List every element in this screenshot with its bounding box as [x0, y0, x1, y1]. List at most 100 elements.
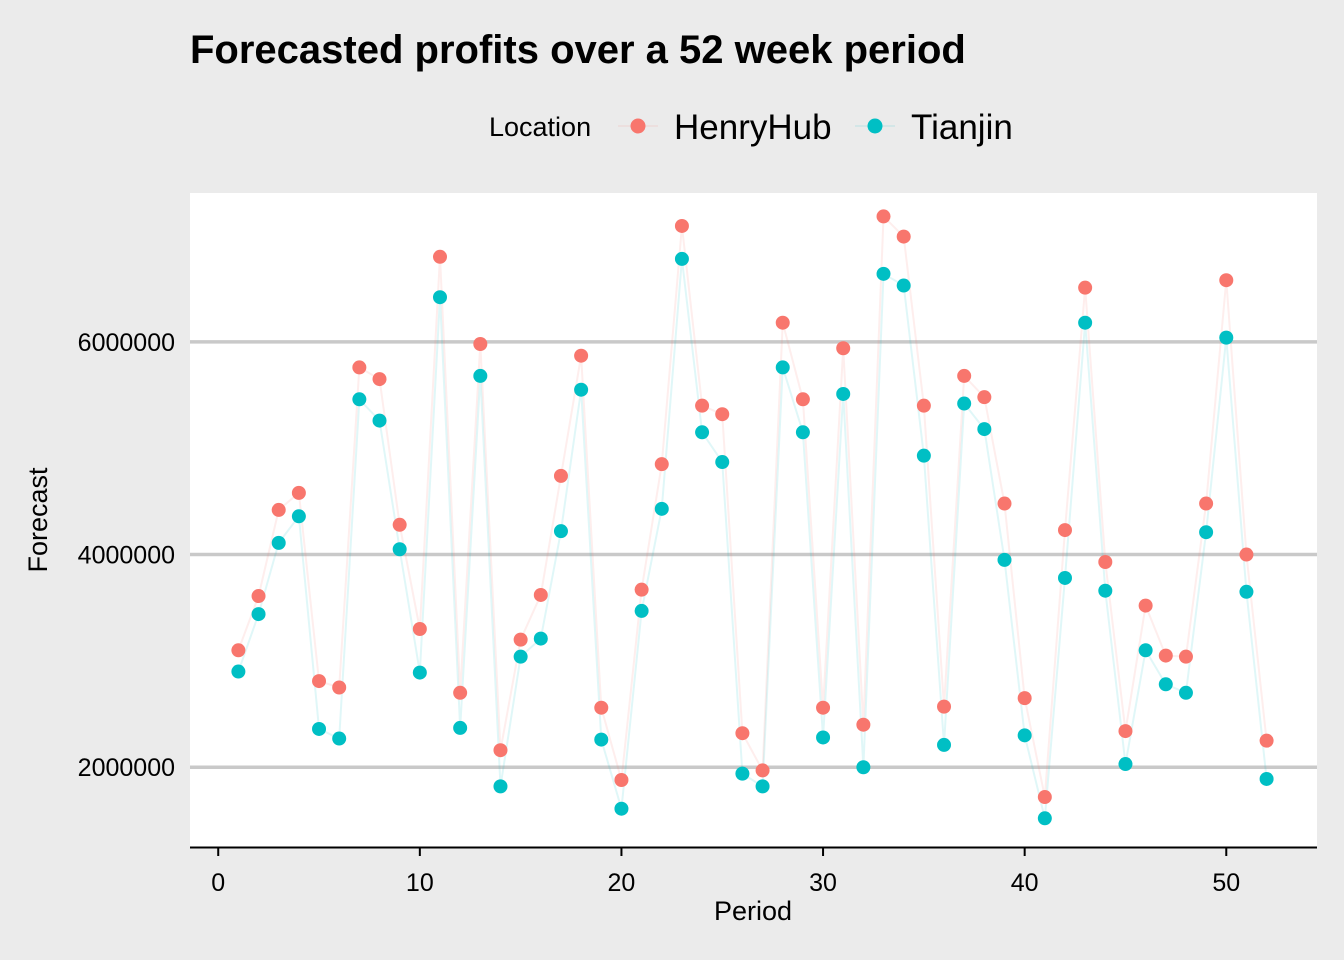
- data-point-tianjin: [977, 422, 992, 437]
- data-point-henryhub: [1017, 691, 1032, 706]
- y-axis-title: Forecast: [23, 467, 53, 573]
- data-point-tianjin: [816, 730, 831, 745]
- data-point-tianjin: [1037, 811, 1052, 826]
- data-point-tianjin: [553, 524, 568, 539]
- data-point-tianjin: [896, 278, 911, 293]
- data-point-henryhub: [1178, 649, 1193, 664]
- data-point-tianjin: [1017, 728, 1032, 743]
- x-axis-title: Period: [714, 896, 792, 926]
- data-point-henryhub: [432, 249, 447, 264]
- data-point-tianjin: [937, 737, 952, 752]
- data-point-henryhub: [715, 407, 730, 422]
- data-point-henryhub: [493, 743, 508, 758]
- data-point-henryhub: [372, 372, 387, 387]
- data-point-henryhub: [312, 674, 327, 689]
- x-tick-label: 0: [211, 869, 225, 897]
- data-point-tianjin: [836, 386, 851, 401]
- data-point-henryhub: [392, 517, 407, 532]
- data-point-henryhub: [473, 337, 488, 352]
- data-point-henryhub: [614, 773, 629, 788]
- data-point-henryhub: [1219, 273, 1234, 288]
- data-point-henryhub: [291, 485, 306, 500]
- data-point-tianjin: [1138, 643, 1153, 658]
- data-point-tianjin: [493, 779, 508, 794]
- data-point-tianjin: [533, 631, 548, 646]
- data-point-tianjin: [715, 455, 730, 470]
- series-line-tianjin: [237, 258, 1268, 819]
- data-point-tianjin: [372, 413, 387, 428]
- data-point-henryhub: [795, 392, 810, 407]
- series-line-henryhub: [237, 214, 1268, 798]
- x-tick-label: 10: [406, 869, 434, 897]
- data-point-henryhub: [574, 348, 589, 363]
- data-point-tianjin: [1118, 757, 1133, 772]
- data-point-tianjin: [1239, 584, 1254, 599]
- data-point-henryhub: [735, 726, 750, 741]
- data-point-henryhub: [957, 368, 972, 383]
- data-point-tianjin: [795, 425, 810, 440]
- data-point-tianjin: [473, 368, 488, 383]
- data-point-tianjin: [392, 542, 407, 557]
- data-point-tianjin: [1199, 525, 1214, 540]
- data-point-tianjin: [594, 732, 609, 747]
- data-point-henryhub: [594, 700, 609, 715]
- y-tick-label: 2000000: [78, 754, 175, 782]
- data-point-henryhub: [836, 341, 851, 356]
- x-tick-label: 30: [809, 869, 837, 897]
- data-point-tianjin: [997, 552, 1012, 567]
- data-point-henryhub: [775, 315, 790, 330]
- data-point-tianjin: [614, 801, 629, 816]
- data-point-tianjin: [251, 607, 266, 622]
- data-point-henryhub: [1158, 648, 1173, 663]
- data-point-henryhub: [332, 680, 347, 695]
- data-point-tianjin: [453, 720, 468, 735]
- data-point-tianjin: [755, 779, 770, 794]
- data-point-tianjin: [957, 396, 972, 411]
- data-point-henryhub: [937, 699, 952, 714]
- legend: Location HenryHub Tianjin: [489, 108, 1013, 147]
- data-point-tianjin: [856, 760, 871, 775]
- x-tick-label: 20: [608, 869, 636, 897]
- data-point-tianjin: [735, 766, 750, 781]
- data-point-tianjin: [513, 649, 528, 664]
- x-tick-label: 40: [1011, 869, 1039, 897]
- data-point-tianjin: [312, 721, 327, 736]
- data-point-tianjin: [634, 603, 649, 618]
- data-point-henryhub: [916, 398, 931, 413]
- data-point-henryhub: [1098, 555, 1113, 570]
- data-point-tianjin: [332, 731, 347, 746]
- data-point-henryhub: [896, 229, 911, 244]
- data-point-henryhub: [1078, 280, 1093, 295]
- data-point-henryhub: [231, 643, 246, 658]
- data-point-tianjin: [352, 392, 367, 407]
- data-point-tianjin: [1078, 315, 1093, 330]
- series-points: [231, 209, 1274, 826]
- data-point-tianjin: [412, 665, 427, 680]
- data-point-tianjin: [674, 251, 689, 266]
- plot-panel: [190, 193, 1317, 847]
- data-point-tianjin: [654, 501, 669, 516]
- data-point-tianjin: [231, 664, 246, 679]
- data-point-tianjin: [775, 360, 790, 375]
- data-point-henryhub: [533, 587, 548, 602]
- data-point-tianjin: [1098, 583, 1113, 598]
- data-point-henryhub: [412, 622, 427, 636]
- data-point-henryhub: [755, 763, 770, 778]
- data-point-henryhub: [1199, 496, 1214, 511]
- data-point-henryhub: [654, 457, 669, 472]
- data-point-tianjin: [1057, 570, 1072, 585]
- series-lines: [237, 214, 1268, 819]
- y-tick-label: 6000000: [78, 329, 175, 357]
- legend-marker-tianjin: [867, 118, 883, 134]
- data-point-henryhub: [251, 589, 266, 604]
- data-point-tianjin: [271, 535, 286, 550]
- data-point-henryhub: [513, 632, 528, 647]
- data-point-henryhub: [816, 700, 831, 715]
- data-point-henryhub: [1057, 523, 1072, 538]
- data-point-henryhub: [1138, 598, 1153, 613]
- data-point-tianjin: [432, 290, 447, 305]
- chart-title: Forecasted profits over a 52 week period: [190, 28, 966, 72]
- data-point-henryhub: [695, 398, 710, 413]
- x-tick-label: 50: [1212, 869, 1240, 897]
